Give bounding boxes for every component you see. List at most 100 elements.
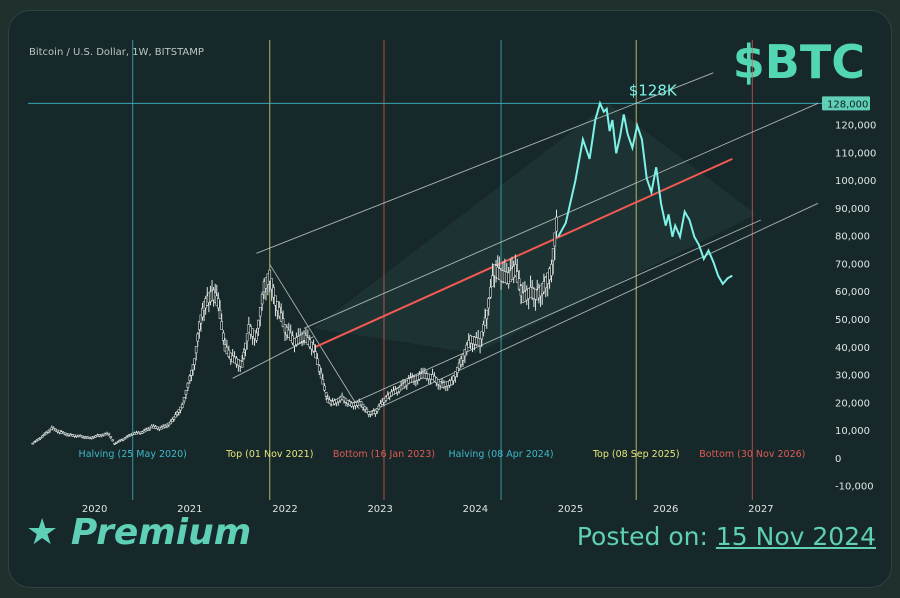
- channel-band-1: [303, 102, 819, 329]
- candle-body: [491, 275, 494, 287]
- candle-body: [272, 286, 275, 298]
- candle-body: [319, 372, 323, 379]
- candle-body: [44, 432, 48, 435]
- candle-body: [177, 409, 181, 413]
- y-tick-label: 120,000: [835, 121, 876, 132]
- candle-body: [375, 408, 379, 412]
- candle-body: [190, 369, 193, 376]
- event-label-2: Bottom (16 Jan 2023): [333, 449, 435, 460]
- y-tick-label: 110,000: [835, 148, 876, 159]
- x-tick-label: 2027: [748, 504, 773, 515]
- candle-body: [242, 352, 246, 359]
- candle-body: [316, 358, 319, 365]
- candle-body: [467, 340, 470, 348]
- event-label-1: Top (01 Nov 2021): [225, 449, 313, 460]
- candle-body: [455, 367, 459, 373]
- candle-body: [123, 437, 127, 440]
- candle-body: [317, 365, 321, 372]
- y-tick-label: 0: [835, 454, 841, 465]
- candle-body: [222, 332, 225, 341]
- candle-body: [365, 408, 369, 413]
- candle-body: [517, 278, 521, 290]
- candle-body: [129, 433, 133, 437]
- x-tick-label: 2026: [653, 504, 678, 515]
- channel-shade: [313, 103, 757, 354]
- y-tick-label: 90,000: [835, 204, 870, 215]
- candle-body: [39, 437, 42, 439]
- candle-body: [480, 331, 484, 340]
- candle-body: [459, 358, 463, 365]
- candle-body: [257, 319, 260, 329]
- candle-body: [48, 428, 52, 432]
- candle-body: [483, 316, 487, 326]
- candle-body: [461, 353, 465, 361]
- event-label-3: Halving (08 Apr 2024): [449, 449, 554, 460]
- candle-body: [555, 216, 558, 232]
- candle-body: [121, 438, 125, 441]
- candle-body: [218, 309, 222, 320]
- candle-body: [277, 306, 281, 317]
- candle-body: [553, 232, 557, 247]
- candle-body: [184, 389, 188, 395]
- candle-body: [363, 406, 367, 411]
- candle-body: [485, 309, 489, 320]
- candle-body: [489, 286, 492, 298]
- candle-body: [217, 298, 220, 309]
- candle-body: [463, 349, 467, 357]
- candle-body: [240, 361, 244, 368]
- candle-body: [174, 414, 177, 418]
- candle-body: [175, 411, 179, 416]
- event-label-4: Top (08 Sep 2025): [592, 449, 680, 460]
- candle-body: [268, 269, 272, 282]
- candle-body: [551, 248, 555, 262]
- candle-body: [179, 406, 182, 411]
- ticker-label: $BTC: [732, 35, 865, 89]
- candle-body: [374, 410, 377, 414]
- candle-body: [125, 436, 129, 439]
- candle-body: [42, 433, 46, 437]
- candle-body: [188, 375, 192, 382]
- x-tick-label: 2021: [177, 504, 202, 515]
- candle-body: [379, 403, 382, 408]
- y-tick-label: 30,000: [835, 371, 870, 382]
- candle-body: [281, 318, 285, 328]
- candle-body: [169, 421, 173, 425]
- candle-body: [359, 401, 363, 406]
- candle-body: [550, 264, 553, 276]
- candle-body: [171, 419, 174, 422]
- x-tick-label: 2023: [367, 504, 392, 515]
- candle-body: [314, 351, 317, 359]
- posted-on: Posted on: 15 Nov 2024: [577, 522, 876, 551]
- candle-body: [31, 442, 35, 445]
- candle-body: [245, 333, 249, 342]
- premium-badge: ★ Premium: [26, 512, 251, 553]
- candle-body: [515, 271, 519, 283]
- candle-body: [127, 435, 131, 438]
- premium-label: Premium: [70, 512, 252, 553]
- candle-body: [514, 264, 517, 276]
- candle-body: [377, 405, 381, 410]
- price-marker-label: 128,000: [827, 99, 868, 110]
- price-marker-badge: [822, 96, 870, 111]
- candle-body: [109, 436, 113, 439]
- candle-body: [244, 342, 247, 351]
- chart-card: Bitcoin / U.S. Dollar, 1W, BITSTAMP $BTC: [8, 10, 892, 588]
- candle-body: [40, 435, 44, 438]
- candle-body: [454, 371, 457, 378]
- candle-body: [361, 403, 365, 408]
- candle-body: [380, 400, 384, 405]
- candle-body: [478, 338, 482, 347]
- y-tick-label: -10,000: [835, 482, 874, 493]
- x-tick-label: 2020: [82, 504, 107, 515]
- candle-body: [482, 324, 485, 333]
- candle-body: [33, 441, 36, 444]
- y-tick-label: 50,000: [835, 315, 870, 326]
- candle-body: [182, 397, 186, 402]
- candle-body: [115, 441, 118, 444]
- candle-body: [279, 312, 283, 322]
- candle-body: [201, 307, 204, 318]
- y-tick-label: 100,000: [835, 176, 876, 187]
- candle-body: [452, 375, 455, 382]
